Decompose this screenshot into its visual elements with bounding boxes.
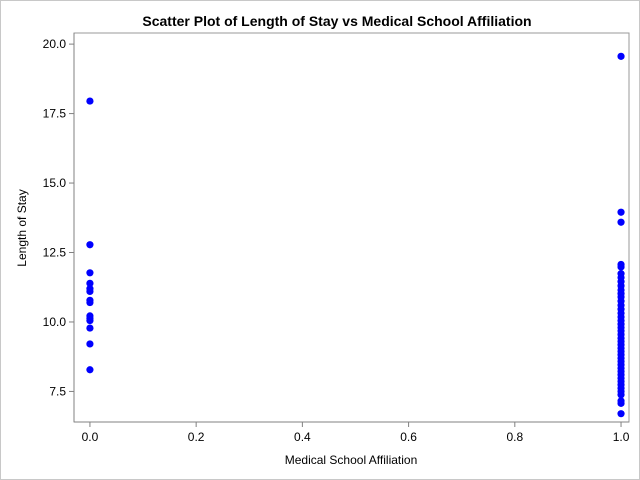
y-axis-label: Length of Stay	[15, 189, 29, 266]
data-point	[86, 340, 94, 348]
data-points	[86, 52, 625, 418]
data-point	[617, 410, 625, 418]
data-point	[617, 218, 625, 226]
y-axis-ticks: 7.5 10.0 12.5 15.0 17.5 20.0	[43, 37, 74, 398]
x-tick-label: 0.2	[188, 430, 205, 444]
data-point	[617, 208, 625, 216]
data-point	[86, 269, 94, 277]
x-tick-label: 0.8	[506, 430, 523, 444]
x-axis-label: Medical School Affiliation	[285, 453, 418, 467]
y-tick-label: 20.0	[43, 37, 67, 51]
x-tick-label: 0.6	[400, 430, 417, 444]
chart-title: Scatter Plot of Length of Stay vs Medica…	[142, 13, 531, 29]
x-tick-label: 0.0	[82, 430, 99, 444]
y-tick-label: 12.5	[43, 246, 67, 260]
data-point	[86, 241, 94, 249]
data-point	[86, 324, 94, 332]
data-point	[617, 399, 625, 407]
x-tick-label: 1.0	[613, 430, 630, 444]
data-point	[86, 298, 94, 307]
data-point	[86, 287, 94, 296]
data-point	[86, 316, 94, 325]
data-point	[617, 52, 625, 60]
data-point	[617, 391, 625, 399]
data-point	[86, 279, 94, 287]
y-tick-label: 17.5	[43, 107, 67, 121]
x-axis-ticks: 0.0 0.2 0.4 0.6 0.8 1.0	[82, 422, 630, 444]
y-tick-label: 7.5	[49, 384, 66, 398]
plot-area	[73, 32, 630, 423]
data-point	[86, 366, 94, 374]
y-tick-label: 15.0	[43, 176, 67, 190]
data-point	[617, 263, 625, 271]
y-tick-label: 10.0	[43, 315, 67, 329]
data-point	[86, 97, 94, 105]
x-tick-label: 0.4	[294, 430, 311, 444]
